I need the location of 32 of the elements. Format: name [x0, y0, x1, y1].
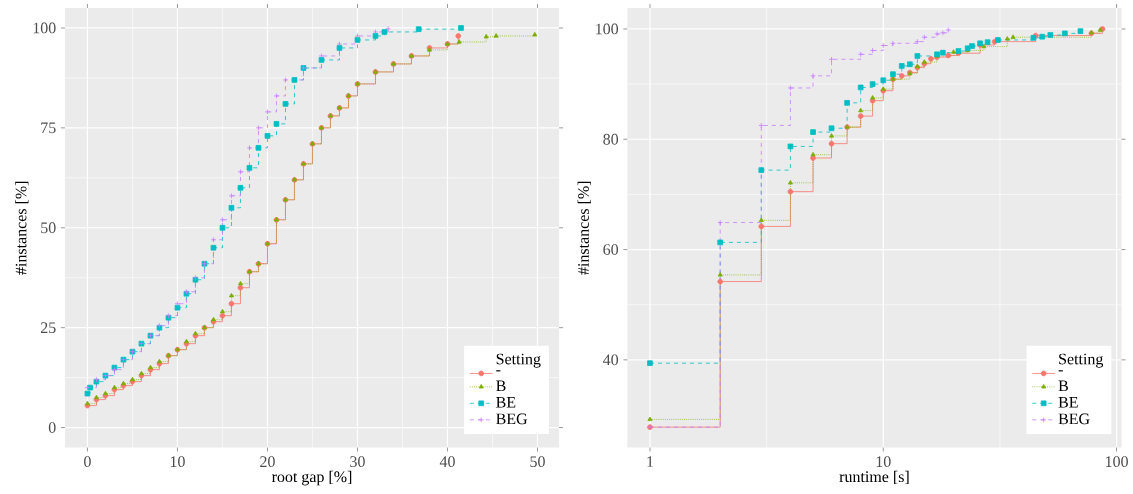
x-tick-label: 20	[260, 456, 275, 468]
y-tick-label: 0	[48, 422, 56, 434]
legend-label: BEG	[1058, 413, 1090, 425]
y-tick-label: 100	[596, 23, 619, 35]
y-tick-label: 75	[41, 122, 56, 134]
y-axis-title: #instances [%]	[15, 181, 29, 275]
legend-label: BE	[1058, 397, 1078, 408]
x-tick-label: 0	[84, 456, 91, 468]
y-tick-label: 50	[41, 222, 56, 234]
x-tick-label: 10	[170, 456, 185, 468]
y-tick-label: 40	[602, 354, 619, 366]
legend-title: Setting	[496, 353, 541, 368]
x-tick-label: 30	[350, 456, 365, 468]
y-tick-label: 80	[603, 134, 619, 145]
x-tick-label: 50	[530, 456, 545, 468]
y-tick-label: 25	[40, 322, 56, 334]
legend-label: BEG	[496, 413, 528, 425]
legend-title: Setting	[1059, 353, 1104, 368]
legend-label: B	[496, 380, 506, 392]
x-tick-label: 100	[1106, 456, 1128, 468]
legend-label: -	[496, 370, 501, 372]
legend-label: B	[1058, 380, 1068, 392]
x-axis-title: runtime [s]	[839, 471, 909, 485]
x-axis-title: root gap [%]	[271, 471, 352, 486]
legend-label: BE	[496, 397, 516, 408]
x-tick-label: 10	[876, 456, 891, 468]
y-tick-label: 60	[603, 244, 619, 256]
x-tick-label: 1	[647, 456, 654, 468]
x-tick-label: 40	[439, 456, 455, 468]
legend-label: -	[1058, 370, 1063, 372]
y-axis-title: #instances [%]	[577, 181, 591, 275]
y-tick-label: 100	[33, 22, 56, 34]
